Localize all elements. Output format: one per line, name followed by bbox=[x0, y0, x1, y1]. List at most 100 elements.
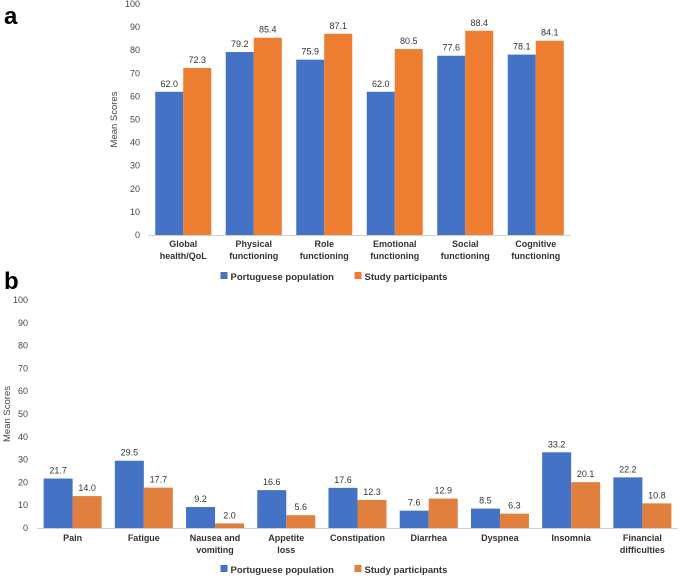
data-label: 12.9 bbox=[434, 486, 452, 496]
x-category-label: Appetite bbox=[268, 533, 304, 543]
legend-swatch bbox=[354, 272, 362, 279]
data-label: 77.6 bbox=[442, 43, 460, 53]
legend-swatch bbox=[220, 272, 228, 279]
x-category-label: Cognitive bbox=[515, 239, 556, 249]
bar-portuguese-population bbox=[114, 460, 144, 528]
data-label: 85.4 bbox=[259, 25, 277, 35]
x-category-label: functioning bbox=[370, 251, 419, 261]
bar-study-participants bbox=[571, 482, 601, 528]
data-label: 5.6 bbox=[295, 502, 308, 512]
data-label: 14.0 bbox=[78, 483, 96, 493]
x-category-label: functioning bbox=[300, 251, 349, 261]
data-label: 80.5 bbox=[400, 36, 418, 46]
bar-portuguese-population bbox=[296, 59, 325, 235]
x-category-label: Constipation bbox=[330, 533, 385, 543]
x-category-label: functioning bbox=[511, 251, 560, 261]
data-label: 7.6 bbox=[408, 498, 421, 508]
x-category-label: functioning bbox=[441, 251, 490, 261]
bar-portuguese-population bbox=[470, 508, 500, 528]
y-tick-label: 90 bbox=[18, 318, 28, 328]
y-tick-label: 70 bbox=[130, 68, 140, 78]
data-label: 9.2 bbox=[194, 494, 207, 504]
bar-study-participants bbox=[253, 37, 282, 236]
x-category-label: Emotional bbox=[373, 239, 417, 249]
data-label: 84.1 bbox=[541, 28, 559, 38]
y-tick-label: 0 bbox=[135, 230, 140, 240]
bar-study-participants bbox=[465, 30, 494, 235]
y-tick-label: 10 bbox=[18, 500, 28, 510]
x-category-label: Social bbox=[452, 239, 479, 249]
data-label: 2.0 bbox=[223, 510, 236, 520]
data-label: 62.0 bbox=[372, 79, 390, 89]
data-label: 33.2 bbox=[548, 439, 566, 449]
y-tick-label: 60 bbox=[130, 91, 140, 101]
bar-study-participants bbox=[143, 487, 173, 528]
data-label: 12.3 bbox=[363, 487, 381, 497]
data-label: 75.9 bbox=[301, 47, 319, 57]
bar-study-participants bbox=[535, 40, 564, 235]
panel-label: b bbox=[4, 268, 19, 295]
x-category-label: loss bbox=[277, 545, 295, 555]
y-axis-title: Mean Scores bbox=[2, 386, 13, 442]
y-tick-label: 10 bbox=[130, 207, 140, 217]
data-label: 16.6 bbox=[263, 477, 281, 487]
data-label: 22.2 bbox=[619, 464, 637, 474]
data-label: 21.7 bbox=[49, 466, 67, 476]
data-label: 6.3 bbox=[508, 501, 521, 511]
panel-label: a bbox=[4, 3, 18, 30]
data-label: 72.3 bbox=[188, 55, 206, 65]
data-label: 17.7 bbox=[150, 475, 168, 485]
bar-portuguese-population bbox=[507, 54, 536, 235]
bar-study-participants bbox=[324, 33, 353, 236]
x-category-label: Role bbox=[314, 239, 334, 249]
x-category-label: health/QoL bbox=[160, 251, 208, 261]
x-category-label: difficulties bbox=[620, 545, 665, 555]
data-label: 29.5 bbox=[121, 448, 139, 458]
y-tick-label: 20 bbox=[18, 477, 28, 487]
y-tick-label: 0 bbox=[23, 523, 28, 533]
x-category-label: Dyspnea bbox=[481, 533, 520, 543]
y-tick-label: 20 bbox=[130, 184, 140, 194]
legend-label: Portuguese population bbox=[231, 565, 335, 576]
bar-portuguese-population bbox=[613, 477, 643, 528]
data-label: 79.2 bbox=[231, 39, 249, 49]
data-label: 10.8 bbox=[648, 490, 666, 500]
bar-portuguese-population bbox=[155, 91, 184, 235]
y-tick-label: 100 bbox=[125, 0, 140, 9]
data-label: 87.1 bbox=[329, 21, 347, 31]
x-category-label: Insomnia bbox=[551, 533, 592, 543]
y-tick-label: 30 bbox=[130, 161, 140, 171]
legend-swatch bbox=[354, 565, 362, 572]
bar-study-participants bbox=[357, 499, 387, 528]
y-axis-title: Mean Scores bbox=[109, 91, 120, 147]
bar-study-participants bbox=[183, 67, 212, 235]
legend-label: Study participants bbox=[365, 272, 448, 283]
x-category-label: Diarrhea bbox=[410, 533, 448, 543]
x-category-label: Physical bbox=[235, 239, 272, 249]
legend-swatch bbox=[220, 565, 228, 572]
bar-study-participants bbox=[642, 503, 672, 528]
bar-portuguese-population bbox=[43, 478, 73, 528]
bar-study-participants bbox=[394, 49, 423, 235]
bar-portuguese-population bbox=[225, 52, 254, 235]
y-tick-label: 40 bbox=[130, 138, 140, 148]
data-label: 17.6 bbox=[334, 475, 352, 485]
data-label: 88.4 bbox=[470, 18, 488, 28]
x-category-label: functioning bbox=[229, 251, 278, 261]
y-tick-label: 80 bbox=[130, 45, 140, 55]
data-label: 62.0 bbox=[160, 79, 178, 89]
y-tick-label: 50 bbox=[130, 115, 140, 125]
y-tick-label: 50 bbox=[18, 409, 28, 419]
x-category-label: vomiting bbox=[196, 545, 234, 555]
bar-study-participants bbox=[72, 496, 102, 528]
y-tick-label: 70 bbox=[18, 363, 28, 373]
legend-label: Portuguese population bbox=[231, 272, 335, 283]
x-category-label: Financial bbox=[623, 533, 662, 543]
bar-portuguese-population bbox=[328, 487, 358, 528]
data-label: 78.1 bbox=[513, 42, 531, 52]
y-tick-label: 80 bbox=[18, 341, 28, 351]
bar-study-participants bbox=[428, 498, 458, 528]
data-label: 8.5 bbox=[479, 496, 492, 506]
data-label: 20.1 bbox=[577, 469, 595, 479]
